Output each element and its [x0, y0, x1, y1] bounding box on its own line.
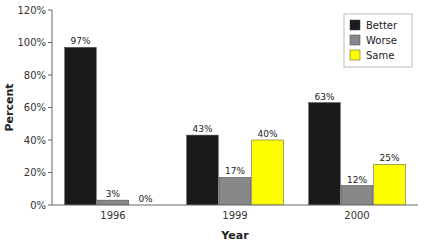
bar [341, 186, 373, 206]
y-tick [48, 75, 52, 76]
data-label: 40% [258, 129, 278, 139]
bar [374, 164, 406, 205]
legend-label: Same [366, 50, 394, 61]
y-axis-label: Percent [3, 83, 16, 131]
y-tick-label: 0% [30, 200, 46, 211]
data-label: 43% [192, 124, 212, 134]
y-tick-label: 20% [24, 167, 46, 178]
y-tick-label: 60% [24, 102, 46, 113]
bar [65, 47, 97, 205]
legend-label: Better [366, 20, 398, 31]
y-tick-label: 40% [24, 135, 46, 146]
x-tick-label: 1999 [222, 210, 247, 221]
x-tick-label: 1996 [100, 210, 125, 221]
x-axis-line [52, 205, 418, 206]
y-tick [48, 205, 52, 206]
y-tick [48, 10, 52, 11]
y-tick-label: 120% [17, 5, 46, 16]
y-tick [48, 42, 52, 43]
legend-swatch [350, 35, 360, 45]
y-tick [48, 172, 52, 173]
data-label: 97% [70, 36, 90, 46]
bar [252, 140, 284, 205]
bar [97, 200, 129, 205]
legend-swatch [350, 20, 360, 30]
y-tick-label: 80% [24, 70, 46, 81]
data-label: 3% [106, 189, 121, 199]
data-label: 63% [314, 92, 334, 102]
legend-swatch [350, 50, 360, 60]
bar [219, 177, 251, 205]
y-tick-label: 100% [17, 37, 46, 48]
data-label: 17% [225, 166, 245, 176]
data-label: 12% [347, 175, 367, 185]
x-axis-label: Year [220, 229, 249, 242]
data-label: 0% [138, 194, 153, 204]
y-tick [48, 107, 52, 108]
bar [309, 103, 341, 205]
legend-box [344, 14, 412, 67]
x-tick-label: 2000 [344, 210, 369, 221]
legend-label: Worse [366, 35, 397, 46]
bars [65, 47, 406, 205]
data-label: 25% [380, 153, 400, 163]
y-tick [48, 140, 52, 141]
chart: 97% 43% 63% 3% 17% 12% 0% 40% 25% 0% 20% 40% 60% 80% 1… [0, 0, 428, 245]
legend: Better Worse Same [344, 14, 412, 67]
bar [187, 135, 219, 205]
